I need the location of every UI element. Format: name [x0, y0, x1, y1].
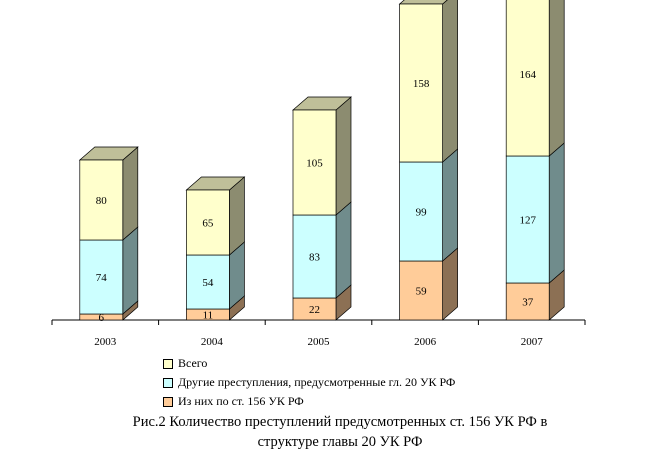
- bar-1-4: [505, 155, 550, 284]
- data-label-2-3: 158: [413, 78, 430, 90]
- bar-side-2-3: [442, 0, 458, 163]
- bar-side-1-4: [548, 142, 565, 284]
- data-label-1-1: 54: [202, 277, 214, 289]
- x-tick-label-4: 2007: [521, 336, 544, 348]
- bar-2-0: [79, 159, 124, 241]
- legend-label-art156: Из них по ст. 156 УК РФ: [178, 394, 304, 408]
- bar-2-3: [399, 3, 443, 163]
- data-label-1-0: 74: [96, 272, 108, 284]
- caption-line-1: Рис.2 Количество преступлений предусмотр…: [132, 414, 548, 430]
- legend-label-total: Всего: [178, 356, 208, 370]
- bar-side-1-3: [442, 148, 458, 262]
- bar-side-2-2: [335, 96, 352, 216]
- bar-2-2: [292, 109, 337, 216]
- legend-swatch-other: [163, 377, 173, 388]
- bar-side-1-2: [335, 201, 352, 299]
- data-label-0-2: 22: [309, 304, 320, 316]
- legend-item-art156: Из них по ст. 156 УК РФ: [163, 392, 455, 411]
- plot-area: 6 74 80 2003 11 54 65 2004 22 83 105 2005 59 99 158 200…: [51, 0, 586, 348]
- bar-2-1: [186, 189, 230, 256]
- data-label-2-4: 164: [519, 69, 536, 81]
- bar-1-3: [399, 161, 443, 262]
- bar-1-2: [292, 214, 337, 299]
- bar-side-1-0: [122, 226, 139, 315]
- bar-1-1: [186, 254, 230, 310]
- data-label-0-1: 11: [203, 310, 214, 322]
- bar-0-3: [399, 260, 443, 321]
- bar-side-2-4: [548, 0, 565, 157]
- caption-line-2: структуре главы 20 УК РФ: [257, 434, 423, 450]
- legend-swatch-art156: [163, 396, 173, 407]
- data-label-2-2: 105: [306, 158, 323, 170]
- bar-1-0: [79, 239, 124, 315]
- figure-caption: Рис.2 Количество преступлений предусмотр…: [70, 412, 610, 452]
- legend-label-other: Другие преступления, предусмотренные гл.…: [178, 375, 456, 389]
- data-label-0-4: 37: [522, 297, 534, 309]
- bar-side-2-0: [122, 146, 139, 241]
- x-tick-label-0: 2003: [94, 336, 117, 348]
- x-tick-label-1: 2004: [201, 336, 224, 348]
- x-tick-label-2: 2005: [308, 336, 331, 348]
- legend: Всего Другие преступления, предусмотренн…: [163, 354, 455, 411]
- legend-swatch-total: [163, 358, 173, 369]
- bar-0-4: [505, 282, 550, 321]
- data-label-0-0: 6: [99, 312, 105, 324]
- bar-2-4: [505, 0, 550, 157]
- data-label-2-1: 65: [202, 218, 214, 230]
- x-tick-label-3: 2006: [414, 336, 437, 348]
- legend-item-total: Всего: [163, 354, 455, 373]
- data-label-0-3: 59: [416, 286, 428, 298]
- legend-item-other: Другие преступления, предусмотренные гл.…: [163, 373, 455, 392]
- data-label-1-3: 99: [416, 207, 428, 219]
- data-label-1-2: 83: [309, 252, 321, 264]
- bar-side-2-1: [229, 176, 245, 256]
- data-label-1-4: 127: [519, 215, 536, 227]
- data-label-2-0: 80: [96, 195, 108, 207]
- stacked-bar-chart: 6 74 80 2003 11 54 65 2004 22 83 105 2005 59 99 158 200…: [51, 0, 586, 348]
